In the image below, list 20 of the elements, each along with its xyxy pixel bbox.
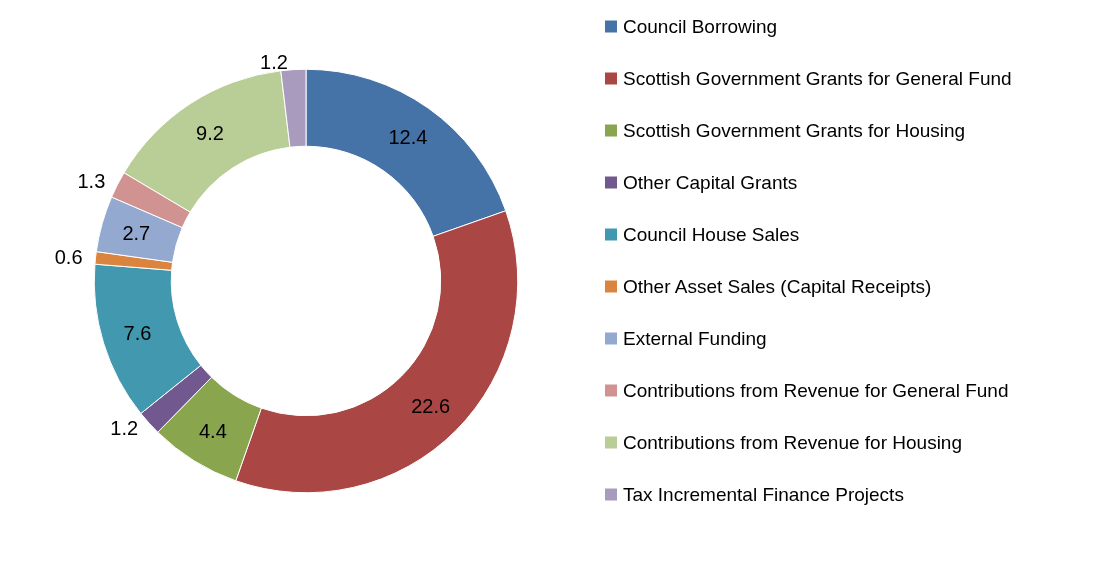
legend-label: Scottish Government Grants for Housing [623, 120, 966, 141]
legend-label: Council Borrowing [623, 16, 778, 37]
data-label: 1.2 [260, 50, 288, 73]
legend-label: Contributions from Revenue for Housing [623, 432, 963, 453]
data-label: 7.6 [123, 321, 152, 344]
data-label: 12.4 [388, 126, 428, 149]
legend-label: Council House Sales [623, 224, 800, 245]
data-label: 4.4 [198, 419, 227, 442]
legend-label: Other Capital Grants [623, 172, 798, 193]
legend-label: Contributions from Revenue for General Fund [623, 380, 1009, 401]
data-label: 9.2 [196, 122, 224, 145]
legend-label: External Funding [623, 328, 767, 349]
data-label: 22.6 [411, 394, 451, 417]
data-label: 0.6 [54, 246, 83, 269]
data-label: 1.3 [77, 170, 106, 193]
legend-label: Tax Incremental Finance Projects [623, 484, 904, 505]
legend-label: Scottish Government Grants for General Fund [623, 68, 1012, 89]
data-label: 1.2 [110, 417, 139, 440]
legend-label: Other Asset Sales (Capital Receipts) [623, 276, 932, 297]
data-label: 2.7 [122, 222, 151, 245]
